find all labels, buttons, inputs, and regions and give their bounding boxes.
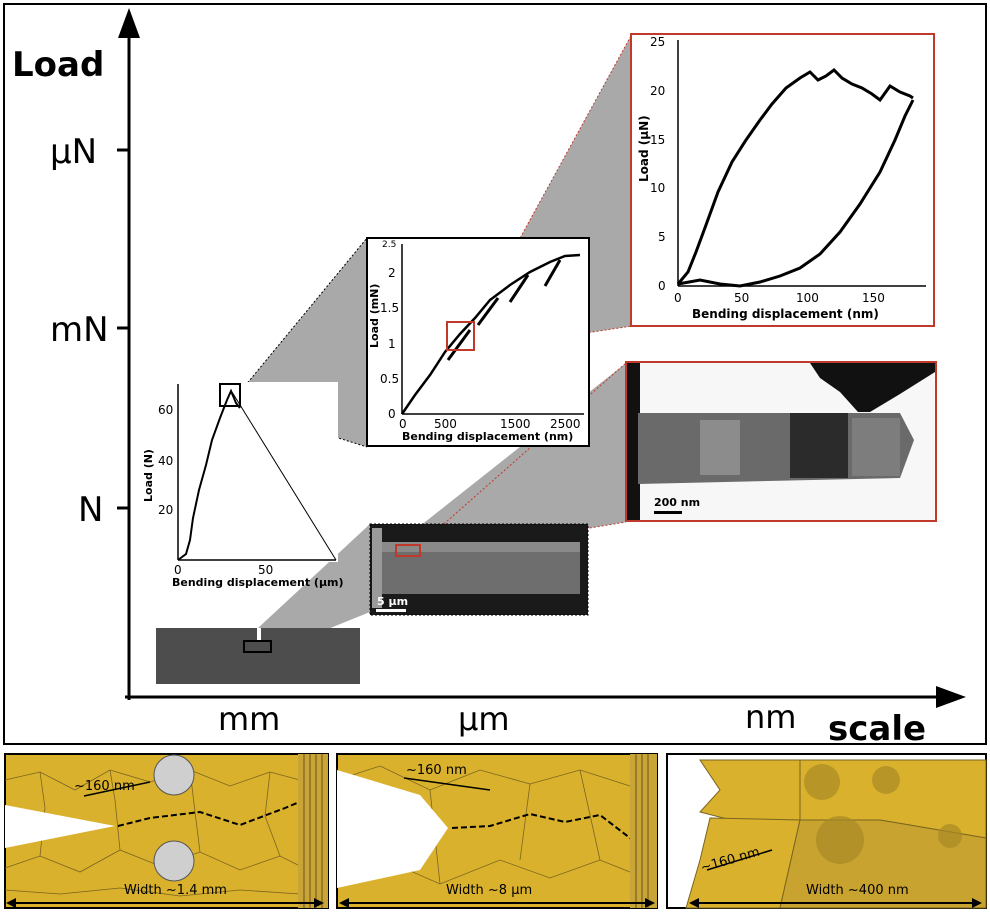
panel-macro xyxy=(4,753,329,909)
micro-ytick-1: 1 xyxy=(388,337,396,351)
plot-micro: 2.5 2 1.5 1 0.5 0 0 500 1500 2500 Bendin… xyxy=(366,237,590,447)
micro-ytick-2.5: 2.5 xyxy=(382,240,396,250)
main-axes xyxy=(117,8,966,708)
plot-nano: 25 20 15 10 5 0 0 50 100 150 Bending dis… xyxy=(630,33,935,327)
panel-nano-width-label: Width ~400 nm xyxy=(806,883,909,898)
plot-macro: 60 40 20 0 50 Bending displacement (µm) … xyxy=(142,382,344,589)
panel-macro-width-label: Width ~1.4 mm xyxy=(124,883,227,898)
specimen-zoom-box xyxy=(243,640,272,653)
y-axis-title: Load xyxy=(12,45,104,85)
micro-xtick-0: 0 xyxy=(399,417,407,431)
micro-curve xyxy=(400,253,581,415)
nano-xtick-100: 100 xyxy=(796,291,819,305)
macro-ytick-60: 60 xyxy=(158,403,173,417)
tem-scalebar-label: 200 nm xyxy=(654,496,700,509)
panel-macro-grain-arrow xyxy=(83,781,151,797)
nano-unload-curve xyxy=(677,99,915,288)
micro-ytick-0.5: 0.5 xyxy=(380,372,399,386)
panel-nano xyxy=(666,753,987,909)
macro-ytick-20: 20 xyxy=(158,503,173,517)
y-level-N: N xyxy=(78,490,103,530)
nano-ytick-20: 20 xyxy=(650,84,665,98)
sem-image: 5 µm xyxy=(369,523,589,616)
micro-ytick-1.5: 1.5 xyxy=(380,301,399,315)
x-axis-title: scale xyxy=(828,709,926,749)
macro-xtick-0: 0 xyxy=(174,563,182,577)
micro-ylabel: Load (mN) xyxy=(368,284,381,348)
macro-xlabel: Bending displacement (µm) xyxy=(172,576,344,589)
nano-ytick-5: 5 xyxy=(658,230,666,244)
micro-zoom-box xyxy=(446,321,475,351)
micro-ytick-0: 0 xyxy=(388,407,396,421)
nano-ytick-0: 0 xyxy=(658,279,666,293)
specimen-notch xyxy=(257,628,261,642)
macro-ylabel: Load (N) xyxy=(142,449,155,502)
nano-load-curve xyxy=(676,68,914,285)
nano-xtick-150: 150 xyxy=(862,291,885,305)
micro-xtick-2500: 2500 xyxy=(550,417,581,431)
sem-zoom-box xyxy=(395,544,421,557)
panel-micro-grain-arrow xyxy=(403,777,491,791)
nano-ytick-10: 10 xyxy=(650,181,665,195)
x-axis-arrow-icon xyxy=(936,686,966,708)
panel-micro-width-label: Width ~8 µm xyxy=(446,883,532,898)
y-level-mN: mN xyxy=(50,310,109,350)
nano-ytick-25: 25 xyxy=(650,35,665,49)
nano-ylabel: Load (µN) xyxy=(637,115,651,182)
micro-xtick-1500: 1500 xyxy=(500,417,531,431)
panel-nano-grain-arrow xyxy=(706,849,773,871)
x-level-nm: nm xyxy=(745,698,796,736)
tem-image: 200 nm xyxy=(625,361,937,522)
panel-macro-grain-label: ~160 nm xyxy=(74,779,135,794)
micro-xtick-500: 500 xyxy=(434,417,457,431)
x-level-mm: mm xyxy=(218,700,280,738)
y-axis-arrow-icon xyxy=(118,8,140,38)
micro-xlabel: Bending displacement (nm) xyxy=(402,430,573,443)
panel-micro xyxy=(336,753,658,909)
y-level-uN: µN xyxy=(50,132,97,172)
macro-curve xyxy=(177,388,241,561)
main-frame xyxy=(3,3,987,745)
macro-xtick-50: 50 xyxy=(258,563,273,577)
macro-ytick-40: 40 xyxy=(158,454,173,468)
x-level-um: µm xyxy=(458,700,510,738)
panel-micro-grain-label: ~160 nm xyxy=(406,763,467,778)
tem-scalebar-line xyxy=(654,511,682,514)
nano-xlabel: Bending displacement (nm) xyxy=(692,307,879,321)
nano-ytick-15: 15 xyxy=(650,133,665,147)
nano-xtick-50: 50 xyxy=(734,291,749,305)
nano-xtick-0: 0 xyxy=(674,291,682,305)
micro-ytick-2: 2 xyxy=(388,266,396,280)
sem-scalebar-line xyxy=(376,609,406,612)
macro-zoom-box xyxy=(219,383,241,407)
sem-scalebar-label: 5 µm xyxy=(377,595,408,608)
